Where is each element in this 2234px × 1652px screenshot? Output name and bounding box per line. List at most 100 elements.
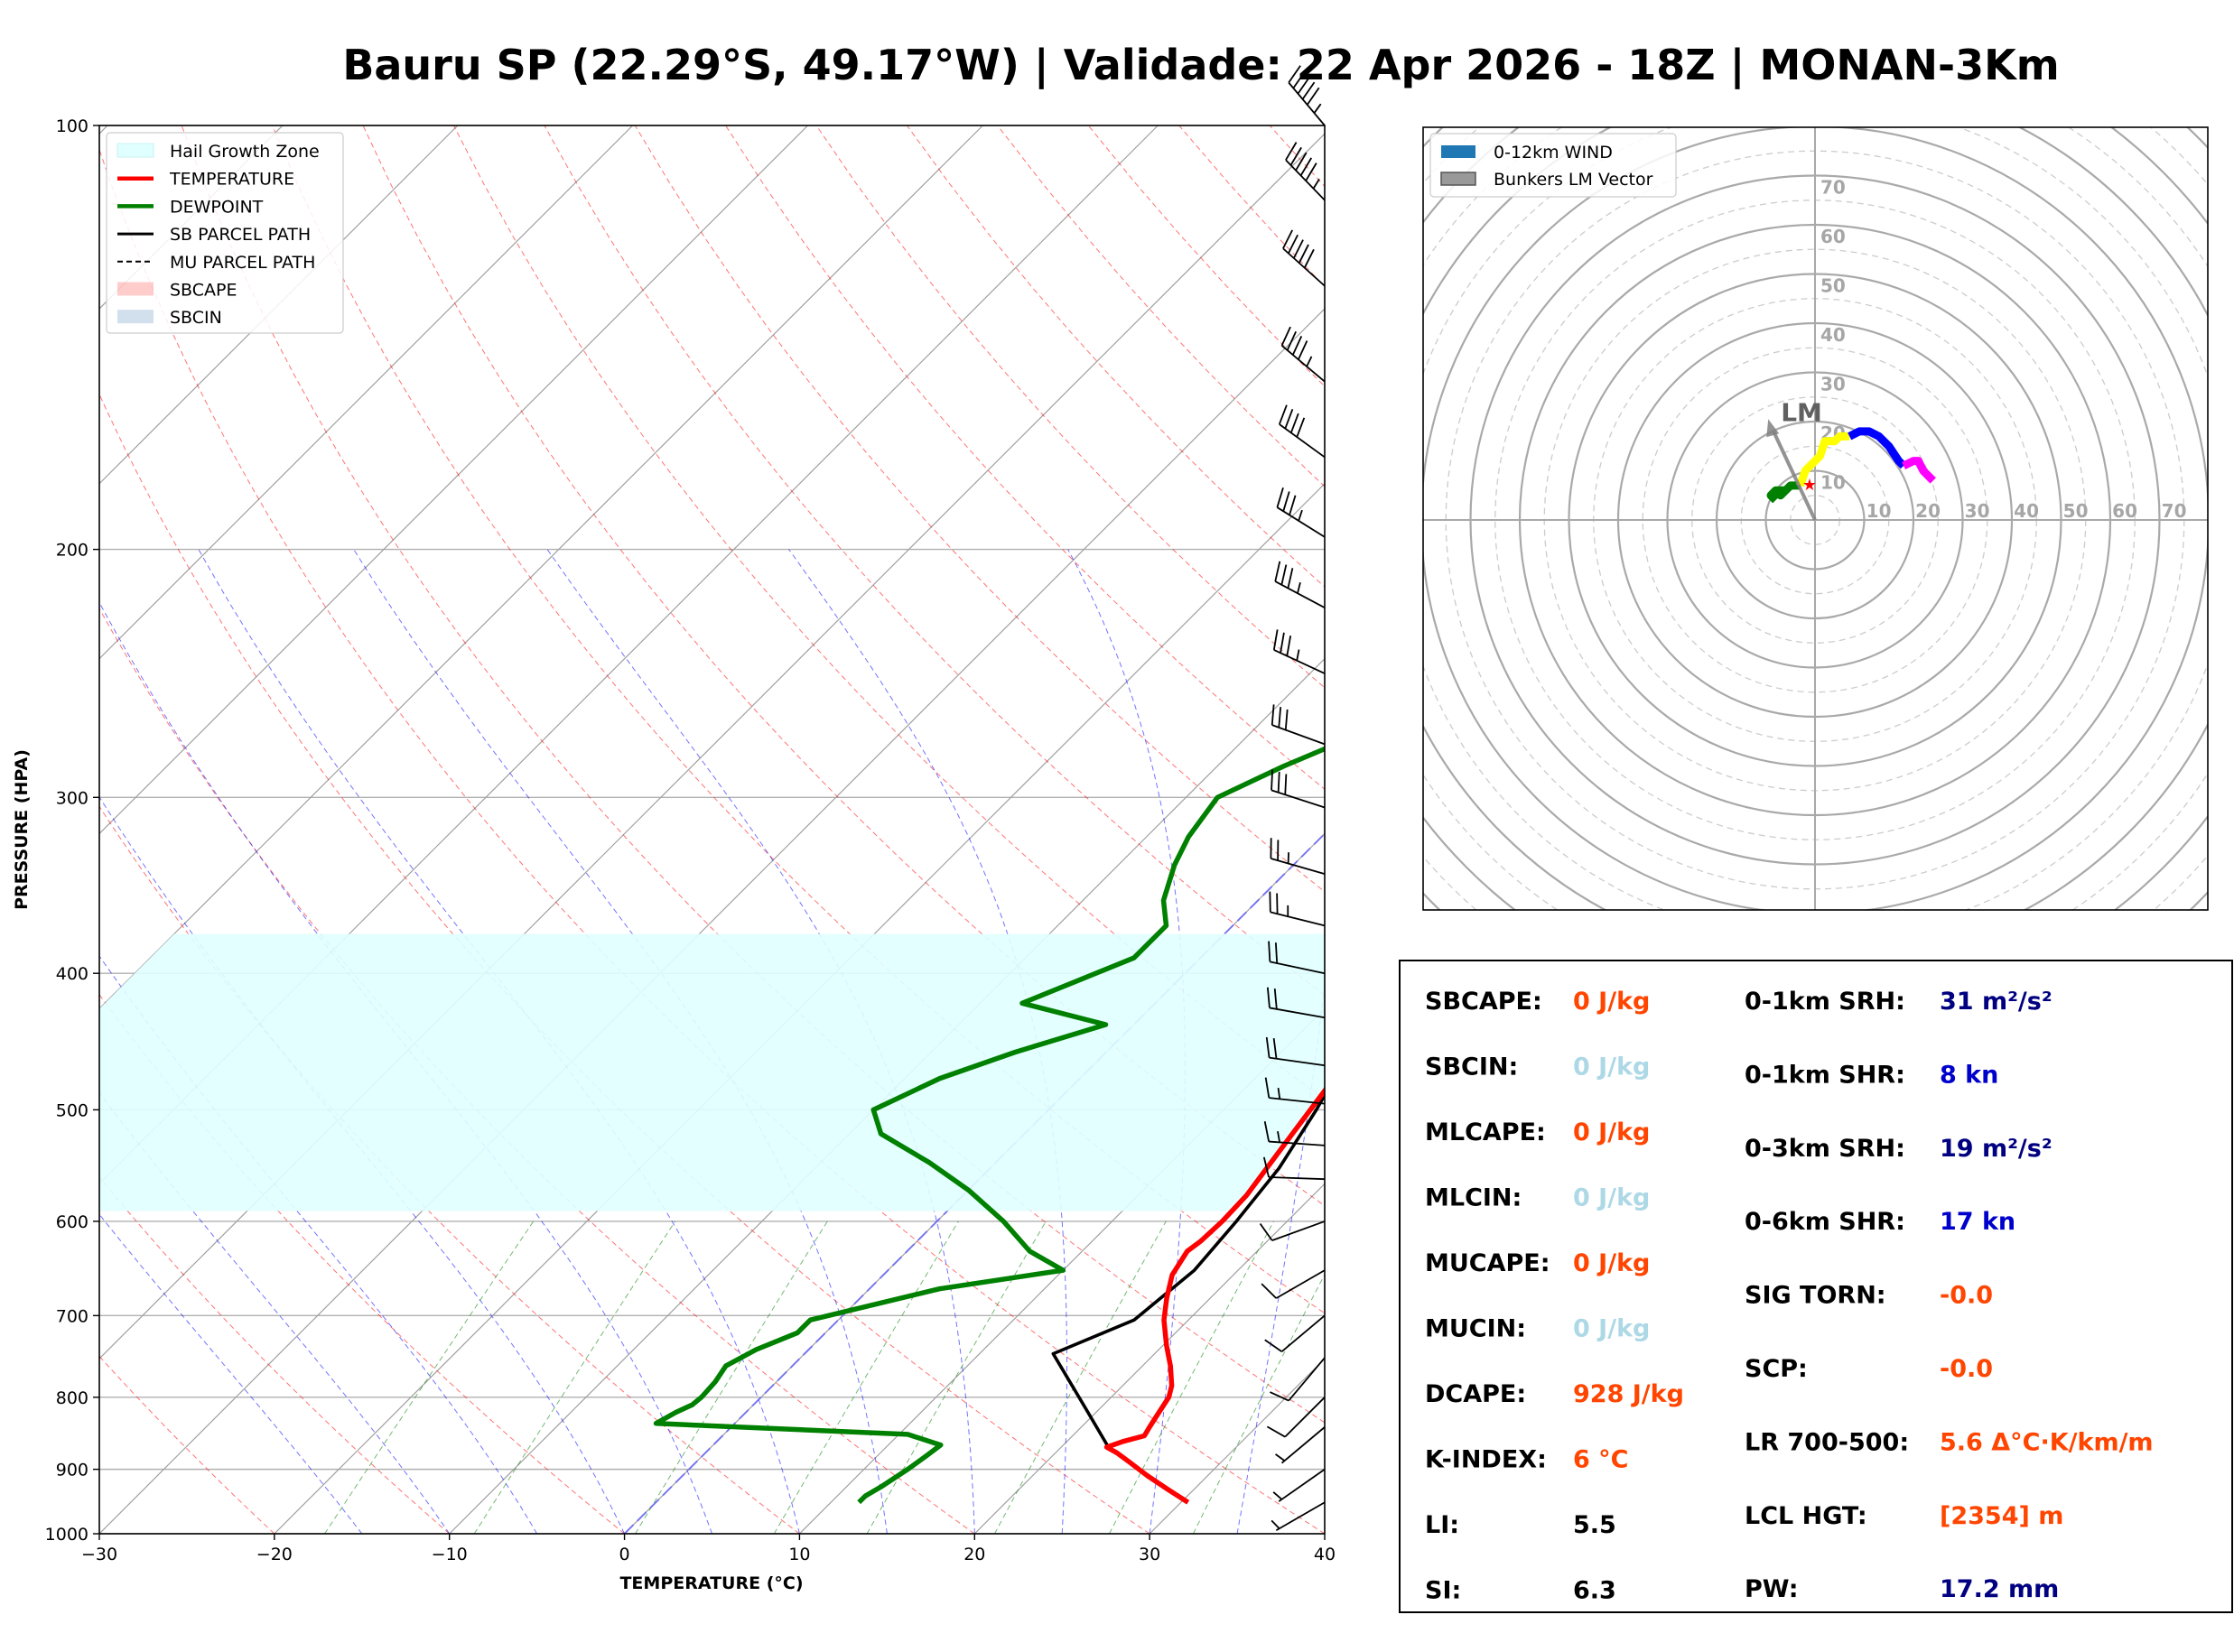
y-tick-label: 400: [56, 964, 88, 984]
y-tick-label: 200: [56, 541, 88, 561]
stat-label: 0-1km SRH:: [1745, 988, 1905, 1016]
wind-barb: [1280, 326, 1326, 383]
y-axis-label: PRESSURE (HPA): [12, 749, 32, 910]
wind-barb: [1261, 1269, 1326, 1299]
hodo-ring-label-u: 70: [2162, 500, 2187, 522]
y-tick-label: 300: [56, 788, 88, 808]
bunkers-lm-label: LM: [1781, 397, 1822, 427]
moist-adiabat: [99, 1091, 451, 1534]
moist-adiabat: [99, 955, 538, 1534]
wind-barb: [1274, 561, 1326, 608]
moist-adiabat: [353, 549, 888, 1534]
mixing-ratio-line: [1109, 1220, 1275, 1534]
wind-barb: [1270, 1357, 1326, 1402]
hodo-ring-label-u: 30: [1965, 500, 1990, 522]
wind-barb: [1288, 65, 1326, 126]
legend-entry: MU PARCEL PATH: [170, 253, 315, 273]
stat-value: 0 J/kg: [1573, 1315, 1650, 1343]
stat-label: LR 700-500:: [1745, 1428, 1909, 1456]
stat-value: 17 kn: [1940, 1208, 2015, 1236]
wind-barb: [1263, 1121, 1326, 1146]
hodo-ring-label-u: 10: [1866, 500, 1892, 522]
isotherm: [99, 125, 809, 835]
stat-value: -0.0: [1940, 1355, 1993, 1383]
stat-label: SBCAPE:: [1425, 988, 1542, 1016]
hodo-legend-entry: Bunkers LM Vector: [1494, 170, 1653, 190]
legend-swatch: [117, 310, 154, 324]
hodo-ring-label-u: 60: [2112, 500, 2137, 522]
hodo-segment-1-3km: [1796, 432, 1850, 487]
wind-barb: [1278, 404, 1326, 459]
stat-label: 0-3km SRH:: [1745, 1135, 1905, 1163]
dry-adiabat: [99, 608, 975, 1534]
bunkers-lm-arrowhead: [1766, 419, 1780, 438]
hodo-segment-0-1km: [1766, 481, 1801, 504]
stat-value: [2354] m: [1940, 1502, 2063, 1530]
stat-value: 0 J/kg: [1573, 1184, 1650, 1212]
stat-label: MUCIN:: [1425, 1315, 1526, 1343]
stat-label: 0-6km SHR:: [1745, 1208, 1905, 1236]
wind-barb: [1271, 704, 1326, 746]
wind-barb: [1282, 229, 1326, 287]
dry-adiabat: [815, 125, 1325, 689]
legend-swatch: [117, 282, 154, 296]
stat-value: 5.5: [1573, 1511, 1616, 1539]
stat-label: SIG TORN:: [1745, 1282, 1886, 1310]
hodo-legend-swatch: [1440, 172, 1476, 186]
x-tick-label: −20: [256, 1545, 293, 1564]
isotherm: [99, 125, 1159, 1185]
stat-value: 6 °C: [1573, 1446, 1629, 1474]
legend-entry: SBCIN: [170, 308, 222, 328]
stat-label: MLCAPE:: [1425, 1118, 1546, 1146]
skewt-legend: Hail Growth Zone TEMPERATURE DEWPOINT SB PA…: [106, 132, 344, 334]
y-tick-label: 600: [56, 1212, 88, 1232]
x-tick-label: −30: [81, 1545, 117, 1564]
mixing-ratio-line: [994, 1220, 1167, 1534]
hodograph-frame: [1422, 126, 2209, 911]
skewt-frame: [98, 125, 1326, 1535]
stat-label: MLCIN:: [1425, 1184, 1522, 1212]
hodo-ring-label-v: 30: [1820, 374, 1846, 395]
stats-panel: SBCAPE: 0 J/kg SBCIN: 0 J/kg MLCAPE: 0 J/kg ML…: [1399, 960, 2233, 1613]
stat-value: 5.6 Δ°C·K/km/m: [1940, 1428, 2154, 1456]
stat-label: DCAPE:: [1425, 1380, 1526, 1408]
hodo-segment-3-6km: [1848, 427, 1907, 469]
wind-barb: [1272, 629, 1326, 674]
hail-growth-zone: [99, 933, 1325, 1211]
x-tick-label: 0: [619, 1545, 630, 1564]
stat-label: 0-1km SHR:: [1745, 1061, 1905, 1089]
legend-entry: DEWPOINT: [170, 197, 264, 217]
stat-value: 0 J/kg: [1573, 1118, 1650, 1146]
dry-adiabat: [544, 125, 1325, 997]
wind-barb: [1259, 1220, 1326, 1241]
x-tick-label: 40: [1314, 1545, 1336, 1564]
dry-adiabat: [99, 393, 1150, 1534]
y-tick-label: 1000: [45, 1525, 88, 1545]
hodo-ring-label-u: 40: [2014, 500, 2039, 522]
y-tick-label: 900: [56, 1461, 88, 1480]
stat-value: 928 J/kg: [1573, 1380, 1684, 1408]
wind-barb: [1269, 891, 1326, 927]
stat-label: SI:: [1425, 1577, 1461, 1605]
wind-barb: [1264, 1314, 1326, 1352]
hodo-ring-label-v: 50: [1820, 275, 1846, 297]
hodo-legend-entry: 0-12km WIND: [1494, 143, 1613, 162]
wind-barb: [1266, 1397, 1326, 1438]
hodograph-legend: 0-12km WIND Bunkers LM Vector: [1429, 133, 1677, 198]
isotherm: [1149, 1358, 1325, 1534]
wind-barb: [1262, 1156, 1326, 1181]
stat-label: LCL HGT:: [1745, 1502, 1867, 1530]
isotherm: [973, 1183, 1325, 1534]
hodo-ring-label-v: 10: [1820, 472, 1846, 494]
legend-entry: TEMPERATURE: [169, 170, 294, 190]
mixing-ratio-line: [473, 1220, 676, 1534]
x-tick-label: −10: [432, 1545, 468, 1564]
freezing-isotherm: [623, 832, 1325, 1534]
wind-barb: [1272, 1468, 1326, 1502]
hodo-ring-label-u: 20: [1915, 500, 1941, 522]
legend-swatch: [116, 143, 154, 158]
stat-value: 31 m²/s²: [1940, 988, 2052, 1016]
hodo-ring-label-v: 40: [1820, 324, 1846, 346]
stat-value: -0.0: [1940, 1282, 1993, 1310]
